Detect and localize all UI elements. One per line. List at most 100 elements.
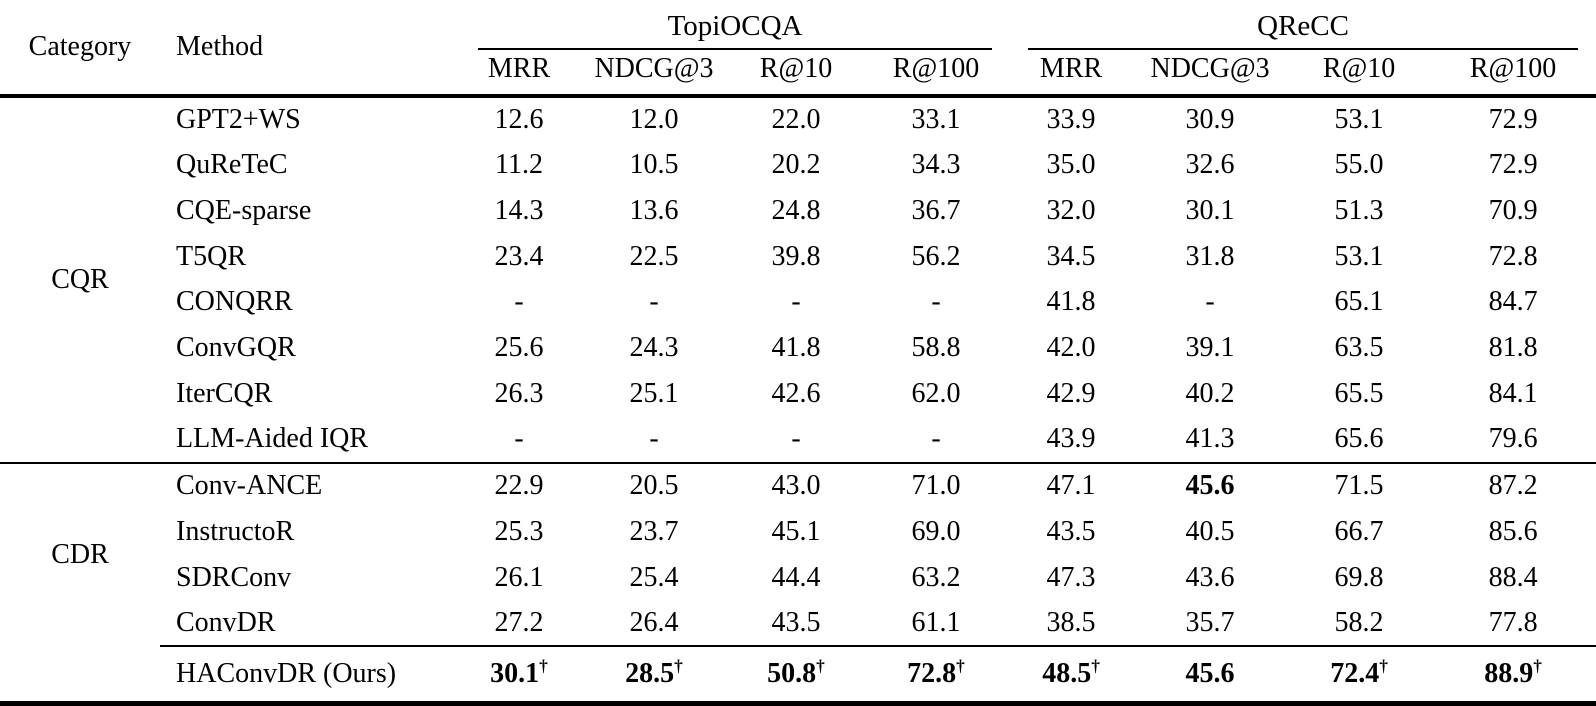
dagger-mark: † (674, 656, 683, 676)
metric-value-text: 20.5 (629, 470, 679, 502)
metric-value-text: 20.2 (771, 148, 821, 180)
column-header-r10-qrecc: R@10 (1288, 50, 1431, 98)
metric-value: 72.9 (1430, 96, 1596, 142)
method-name: LLM-Aided IQR (176, 423, 369, 455)
metric-value-text: 63.2 (911, 561, 961, 593)
metric-value-text: 25.1 (629, 378, 679, 410)
metric-value: 45.6 (1132, 645, 1289, 706)
metric-value-text: 25.4 (629, 561, 679, 593)
metric-value-text: - (791, 423, 801, 455)
metric-value: 20.2 (730, 142, 862, 188)
metric-value: 47.3 (1010, 555, 1132, 601)
metric-value-text: 43.9 (1046, 423, 1096, 455)
metric-value: 35.7 (1132, 600, 1288, 646)
metric-value: 40.2 (1132, 371, 1288, 417)
metric-value: 41.8 (1010, 279, 1132, 325)
metric-value-text: 45.6 (1185, 470, 1235, 502)
metric-value-text: 32.6 (1185, 148, 1235, 180)
metric-value-text: 43.5 (771, 606, 821, 638)
metric-value-text: 50.8 (767, 658, 817, 690)
metric-value: 53.1 (1288, 96, 1430, 142)
metric-value-text: 77.8 (1488, 606, 1538, 638)
metric-value-text: 28.5 (625, 658, 675, 690)
metric-value-text: 72.8 (907, 658, 957, 690)
metric-value-text: 40.5 (1185, 515, 1235, 547)
metric-value: - (730, 279, 862, 325)
metric-value-text: 30.9 (1185, 103, 1235, 135)
method-name: Conv-ANCE (160, 461, 460, 509)
metric-value-text: 88.9 (1484, 658, 1534, 690)
group-header-row: Category Method TopiOCQA QReCC (0, 0, 1596, 98)
metric-value: - (862, 417, 1010, 463)
column-header-category: Category (0, 0, 160, 98)
metric-value: - (730, 417, 862, 463)
metric-value: 30.1† (460, 645, 578, 706)
metric-value-text: 41.8 (1046, 286, 1096, 318)
metric-value: 42.9 (1010, 371, 1132, 417)
metric-value: 56.2 (862, 234, 1010, 280)
metric-value: 65.5 (1288, 371, 1430, 417)
metric-value-text: 51.3 (1334, 194, 1384, 226)
metric-value: 23.7 (578, 509, 730, 555)
dagger-mark: † (539, 656, 548, 676)
metric-value: 36.7 (862, 188, 1010, 234)
metric-value-text: 34.5 (1046, 240, 1096, 272)
table-row: IterCQR 26.3 25.1 42.6 62.0 42.9 40.2 65.5 84.1 (0, 371, 1596, 417)
table-row: LLM-Aided IQR - - - - 43.9 41.3 65.6 79.6 (0, 417, 1596, 463)
metric-value: 77.8 (1430, 600, 1596, 646)
table-row: SDRConv 26.1 25.4 44.4 63.2 47.3 43.6 69.8 88.4 (0, 555, 1596, 601)
metric-value: 33.1 (862, 96, 1010, 142)
dagger-mark: † (816, 656, 825, 676)
metric-value-text: 34.3 (911, 148, 961, 180)
metric-value: 62.0 (862, 371, 1010, 417)
metric-value-text: 42.0 (1046, 332, 1096, 364)
metric-value: 65.1 (1288, 279, 1430, 325)
metric-value: 43.6 (1132, 555, 1288, 601)
metric-value-text: 23.7 (629, 515, 679, 547)
metric-value-text: 84.1 (1488, 378, 1538, 410)
metric-value-text: 13.6 (629, 194, 679, 226)
metric-value-text: 58.8 (911, 332, 961, 364)
metric-value: - (862, 279, 1010, 325)
metric-value: 88.4 (1430, 555, 1596, 601)
group-header-topiocqa: TopiOCQA (460, 0, 1010, 50)
metric-value-text: 71.5 (1334, 470, 1384, 502)
metric-value: 43.5 (730, 600, 862, 646)
metric-value: 72.8† (862, 645, 1011, 706)
metric-value-text: 58.2 (1334, 606, 1384, 638)
metric-value: 26.1 (460, 555, 578, 601)
method-name: ConvGQR (176, 332, 296, 364)
metric-value-text: 53.1 (1334, 103, 1384, 135)
metric-value-text: 26.4 (629, 606, 679, 638)
metric-value: 84.1 (1430, 371, 1596, 417)
metric-value: 43.5 (1010, 509, 1132, 555)
column-header-r100-topiocqa: R@100 (862, 50, 1011, 98)
metric-value-text: 41.8 (771, 332, 821, 364)
metric-value-text: 26.1 (494, 561, 544, 593)
metric-value: 39.1 (1132, 325, 1288, 371)
metric-value: 61.1 (862, 600, 1010, 646)
table-row: QuReTeC 11.2 10.5 20.2 34.3 35.0 32.6 55.0 72.9 (0, 142, 1596, 188)
group-label-topiocqa: TopiOCQA (478, 10, 993, 50)
metric-value-text: 70.9 (1488, 194, 1538, 226)
metric-value: 35.0 (1010, 142, 1132, 188)
metric-value-text: 24.3 (629, 332, 679, 364)
metric-value: - (460, 279, 578, 325)
table-row: T5QR 23.4 22.5 39.8 56.2 34.5 31.8 53.1 72.8 (0, 234, 1596, 280)
metric-value-text: 12.0 (629, 103, 679, 135)
dagger-mark: † (1533, 656, 1542, 676)
category-empty (0, 646, 160, 706)
column-header-mrr-qrecc: MRR (1010, 50, 1133, 98)
metric-value: 31.8 (1132, 234, 1288, 280)
metric-value: 38.5 (1010, 600, 1132, 646)
metric-value-text: 10.5 (629, 148, 679, 180)
metric-value-text: 87.2 (1488, 470, 1538, 502)
table-row: CQR GPT2+WS 12.6 12.0 22.0 33.1 33.9 30.9 53.1 72… (0, 96, 1596, 295)
metric-value: 81.8 (1430, 325, 1596, 371)
metric-value: 63.2 (862, 555, 1010, 601)
metric-value: 25.4 (578, 555, 730, 601)
metric-value: 53.1 (1288, 234, 1430, 280)
metric-value-text: 25.6 (494, 332, 544, 364)
table-row: ConvDR 27.2 26.4 43.5 61.1 38.5 35.7 58.2 77.8 (0, 600, 1596, 646)
metric-value-text: 66.7 (1334, 515, 1384, 547)
